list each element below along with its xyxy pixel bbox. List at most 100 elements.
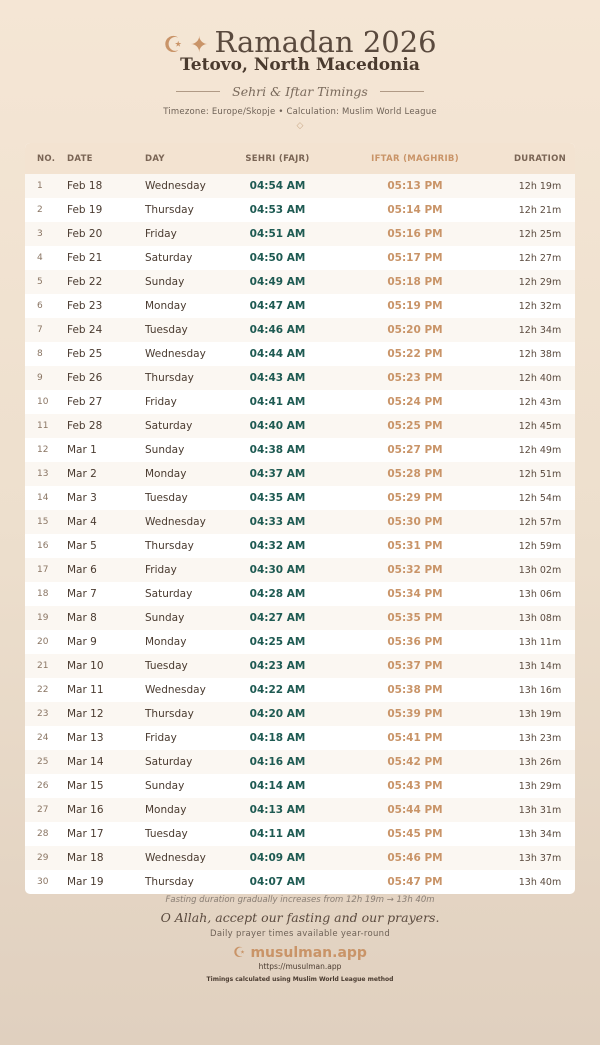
divider xyxy=(379,91,424,92)
row-sehri: 04:23 AM xyxy=(249,660,306,672)
row-date: Mar 18 xyxy=(67,852,104,864)
row-sehri: 04:28 AM xyxy=(249,588,306,600)
row-sehri: 04:37 AM xyxy=(249,468,306,480)
row-no: 20 xyxy=(37,637,49,647)
table-row: 7 Feb 24 Tuesday 04:46 AM 05:20 PM 12h 34m xyxy=(25,318,575,342)
row-day: Sunday xyxy=(145,780,185,792)
table-row: 25 Mar 14 Saturday 04:16 AM 05:42 PM 13h 26m xyxy=(25,750,575,774)
row-day: Tuesday xyxy=(145,324,188,336)
row-sehri: 04:20 AM xyxy=(249,708,306,720)
row-duration: 13h 26m xyxy=(518,756,562,768)
row-no: 4 xyxy=(37,253,43,263)
row-day: Thursday xyxy=(145,540,194,552)
table-row: 19 Mar 8 Sunday 04:27 AM 05:35 PM 13h 08m xyxy=(25,606,575,630)
row-day: Monday xyxy=(145,636,187,648)
row-iftar: 05:32 PM xyxy=(387,564,443,576)
row-day: Tuesday xyxy=(145,660,188,672)
table-row: 21 Mar 10 Tuesday 04:23 AM 05:37 PM 13h 14m xyxy=(25,654,575,678)
row-date: Mar 12 xyxy=(67,708,104,720)
row-day: Wednesday xyxy=(145,180,206,192)
row-sehri: 04:33 AM xyxy=(249,516,306,528)
row-no: 19 xyxy=(37,613,49,623)
row-duration: 13h 31m xyxy=(518,804,562,816)
row-day: Friday xyxy=(145,228,177,240)
row-no: 26 xyxy=(37,781,49,791)
row-date: Mar 13 xyxy=(67,732,104,744)
row-iftar: 05:28 PM xyxy=(387,468,443,480)
row-date: Mar 1 xyxy=(67,444,97,456)
table-header: NO. DATE DAY SEHRI (FAJR) IFTAR (MAGHRIB… xyxy=(25,143,575,174)
table-row: 26 Mar 15 Sunday 04:14 AM 05:43 PM 13h 29m xyxy=(25,774,575,798)
row-day: Wednesday xyxy=(145,684,206,696)
row-date: Mar 7 xyxy=(67,588,97,600)
table-row: 12 Mar 1 Sunday 04:38 AM 05:27 PM 12h 49m xyxy=(25,438,575,462)
row-duration: 13h 34m xyxy=(518,828,562,840)
table-row: 23 Mar 12 Thursday 04:20 AM 05:39 PM 13h 19m xyxy=(25,702,575,726)
row-duration: 13h 19m xyxy=(518,708,562,720)
duration-note: Fasting duration gradually increases fro… xyxy=(165,895,435,905)
row-sehri: 04:09 AM xyxy=(249,852,306,864)
row-date: Mar 6 xyxy=(67,564,97,576)
row-iftar: 05:16 PM xyxy=(387,228,443,240)
row-duration: 12h 21m xyxy=(518,204,562,216)
row-no: 8 xyxy=(37,349,43,359)
row-no: 9 xyxy=(37,373,43,383)
site-link[interactable]: https://musulman.app xyxy=(258,962,342,971)
row-date: Feb 25 xyxy=(67,348,103,360)
row-date: Mar 5 xyxy=(67,540,97,552)
row-day: Thursday xyxy=(145,204,194,216)
row-iftar: 05:25 PM xyxy=(387,420,443,432)
tagline: Daily prayer times available year-round xyxy=(209,929,391,939)
row-iftar: 05:42 PM xyxy=(387,756,443,768)
row-no: 28 xyxy=(37,829,49,839)
row-duration: 13h 23m xyxy=(518,732,562,744)
row-date: Mar 16 xyxy=(67,804,104,816)
row-duration: 13h 02m xyxy=(518,564,562,576)
row-day: Wednesday xyxy=(145,516,206,528)
row-no: 16 xyxy=(37,541,49,551)
row-iftar: 05:29 PM xyxy=(387,492,443,504)
row-date: Mar 19 xyxy=(67,876,104,888)
row-sehri: 04:14 AM xyxy=(249,780,306,792)
row-no: 14 xyxy=(37,493,49,503)
table-row: 2 Feb 19 Thursday 04:53 AM 05:14 PM 12h 21m xyxy=(25,198,575,222)
brand-logo[interactable]: ☪ musulman.app xyxy=(233,945,367,961)
row-duration: 12h 25m xyxy=(518,228,562,240)
row-iftar: 05:47 PM xyxy=(387,876,443,888)
table-row: 1 Feb 18 Wednesday 04:54 AM 05:13 PM 12h 19m xyxy=(25,174,575,198)
row-no: 18 xyxy=(37,589,49,599)
row-iftar: 05:17 PM xyxy=(387,252,443,264)
row-no: 21 xyxy=(37,661,49,671)
row-sehri: 04:25 AM xyxy=(249,636,306,648)
row-duration: 12h 38m xyxy=(518,348,562,360)
row-iftar: 05:34 PM xyxy=(387,588,443,600)
row-day: Sunday xyxy=(145,612,185,624)
row-day: Thursday xyxy=(145,708,194,720)
table-row: 29 Mar 18 Wednesday 04:09 AM 05:46 PM 13h 37m xyxy=(25,846,575,870)
table-row: 6 Feb 23 Monday 04:47 AM 05:19 PM 12h 32m xyxy=(25,294,575,318)
table-row: 15 Mar 4 Wednesday 04:33 AM 05:30 PM 12h 57m xyxy=(25,510,575,534)
row-iftar: 05:36 PM xyxy=(387,636,443,648)
dua: O Allah, accept our fasting and our pray… xyxy=(160,910,440,925)
row-sehri: 04:40 AM xyxy=(249,420,306,432)
row-date: Feb 24 xyxy=(67,324,103,336)
row-sehri: 04:51 AM xyxy=(249,228,306,240)
row-duration: 12h 27m xyxy=(518,252,562,264)
row-duration: 13h 40m xyxy=(518,876,562,888)
row-iftar: 05:41 PM xyxy=(387,732,443,744)
location: Tetovo, North Macedonia xyxy=(180,55,420,75)
row-date: Mar 4 xyxy=(67,516,97,528)
page-title: ☪ ✦ Ramadan 2026 xyxy=(163,25,437,59)
table-row: 11 Feb 28 Saturday 04:40 AM 05:25 PM 12h 45m xyxy=(25,414,575,438)
row-day: Saturday xyxy=(145,420,193,432)
table-row: 16 Mar 5 Thursday 04:32 AM 05:31 PM 12h 59m xyxy=(25,534,575,558)
diamond-icon: ◇ xyxy=(296,121,304,131)
row-iftar: 05:27 PM xyxy=(387,444,443,456)
footer: Fasting duration gradually increases fro… xyxy=(0,895,600,983)
row-duration: 12h 29m xyxy=(518,276,562,288)
row-duration: 12h 40m xyxy=(518,372,562,384)
row-day: Friday xyxy=(145,732,177,744)
header: ☪ ✦ Ramadan 2026 Tetovo, North Macedonia … xyxy=(0,24,600,131)
divider xyxy=(176,91,221,92)
row-day: Wednesday xyxy=(145,852,206,864)
